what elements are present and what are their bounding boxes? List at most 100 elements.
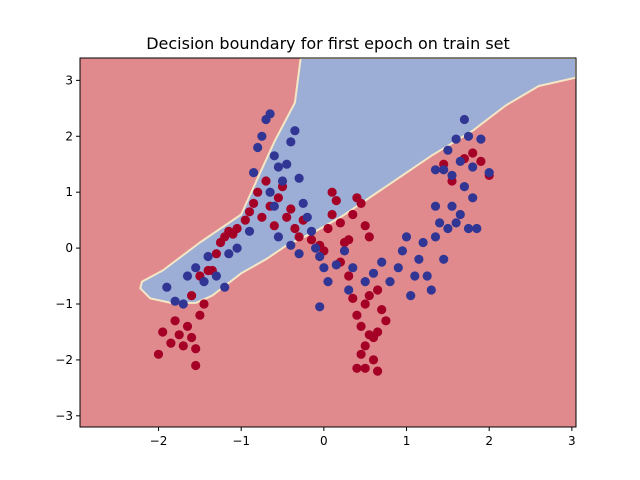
chart-title: Decision boundary for first epoch on tra…	[146, 34, 510, 53]
data-point-class-0	[286, 204, 296, 214]
data-point-class-0	[232, 223, 242, 234]
plot-area	[80, 58, 576, 427]
data-point-class-1	[232, 243, 242, 253]
data-point-class-0	[306, 235, 317, 245]
data-point-class-0	[199, 299, 209, 309]
data-point-class-1	[277, 176, 288, 186]
data-point-class-1	[443, 223, 453, 234]
data-point-class-0	[174, 330, 184, 340]
x-tick-label: −2	[150, 434, 168, 448]
data-point-class-1	[339, 246, 350, 256]
data-point-class-0	[344, 235, 354, 245]
data-point-class-0	[323, 223, 333, 234]
data-point-class-0	[244, 207, 255, 217]
data-point-class-1	[253, 142, 263, 153]
data-point-class-0	[261, 176, 271, 186]
data-point-class-1	[224, 249, 234, 259]
data-point-class-1	[178, 299, 188, 309]
data-point-class-0	[360, 299, 370, 309]
data-point-class-0	[331, 196, 341, 206]
y-tick-label: 2	[65, 129, 73, 143]
data-point-class-0	[269, 221, 279, 231]
data-point-class-0	[356, 321, 366, 331]
data-point-class-0	[191, 344, 201, 354]
data-point-class-0	[360, 363, 370, 373]
data-point-class-1	[443, 145, 453, 155]
data-point-class-1	[286, 240, 296, 250]
data-point-class-1	[385, 277, 395, 287]
data-point-class-0	[356, 349, 366, 359]
data-point-class-1	[290, 126, 300, 136]
data-point-class-1	[286, 137, 296, 147]
data-point-class-0	[348, 209, 358, 220]
x-tick-label: −1	[232, 434, 250, 448]
y-tick-label: 0	[65, 241, 73, 255]
data-point-class-0	[368, 355, 379, 365]
data-point-class-1	[463, 223, 474, 234]
data-point-class-0	[468, 148, 478, 158]
data-point-class-1	[298, 198, 308, 208]
data-point-class-0	[187, 291, 197, 301]
data-point-class-0	[170, 316, 180, 326]
data-point-class-1	[377, 257, 387, 267]
data-point-class-1	[435, 218, 445, 228]
data-point-class-1	[244, 226, 255, 236]
data-point-class-1	[348, 263, 358, 273]
data-point-class-1	[430, 165, 441, 175]
data-point-class-0	[373, 327, 383, 337]
data-point-class-0	[364, 232, 374, 242]
data-point-class-1	[265, 109, 275, 119]
data-point-class-0	[476, 156, 486, 166]
data-point-class-1	[439, 165, 449, 175]
data-point-class-1	[418, 237, 428, 248]
data-point-class-1	[422, 271, 432, 281]
data-point-class-0	[158, 327, 168, 337]
data-point-class-1	[401, 232, 412, 242]
points-layer	[153, 109, 494, 376]
data-point-class-0	[294, 232, 304, 242]
data-point-class-1	[273, 162, 283, 172]
data-point-class-1	[191, 263, 201, 273]
data-point-class-1	[319, 263, 329, 273]
data-point-class-1	[182, 271, 193, 281]
data-point-class-1	[265, 187, 275, 197]
data-point-class-1	[170, 296, 180, 306]
y-tick-label: 1	[65, 185, 73, 199]
axes-frame	[79, 57, 577, 428]
data-point-class-1	[459, 114, 469, 125]
data-point-class-1	[331, 260, 341, 270]
x-tick-label: 0	[320, 434, 328, 448]
data-point-class-1	[269, 201, 279, 211]
data-point-class-1	[451, 218, 461, 228]
data-point-class-0	[344, 271, 354, 281]
data-point-class-1	[302, 212, 312, 222]
data-point-class-1	[199, 277, 209, 287]
data-point-class-0	[153, 349, 164, 359]
data-point-class-0	[381, 316, 391, 326]
data-point-class-1	[294, 173, 304, 183]
data-point-class-0	[356, 198, 366, 208]
data-point-class-0	[166, 338, 176, 348]
data-point-class-1	[476, 134, 486, 144]
data-point-class-0	[364, 291, 374, 301]
data-point-class-0	[211, 249, 221, 259]
y-tick-label: 3	[65, 73, 73, 87]
data-point-class-0	[290, 223, 300, 234]
data-point-class-1	[211, 271, 221, 281]
data-point-class-1	[220, 282, 230, 292]
data-point-class-1	[323, 277, 333, 287]
data-point-class-1	[472, 223, 482, 234]
data-point-class-1	[306, 226, 317, 236]
data-point-class-0	[327, 187, 337, 197]
data-point-class-1	[257, 131, 267, 141]
axes: −2 −1 0 1 2 3 −3 −2 −1 0 1 2 3	[55, 57, 577, 448]
x-tick-label: 1	[403, 434, 411, 448]
data-point-class-1	[203, 251, 213, 262]
data-point-class-0	[373, 366, 383, 376]
data-point-class-1	[393, 263, 403, 273]
data-point-class-0	[352, 363, 362, 373]
data-point-class-1	[249, 168, 259, 178]
data-point-class-1	[414, 254, 424, 264]
data-point-class-0	[373, 285, 383, 295]
